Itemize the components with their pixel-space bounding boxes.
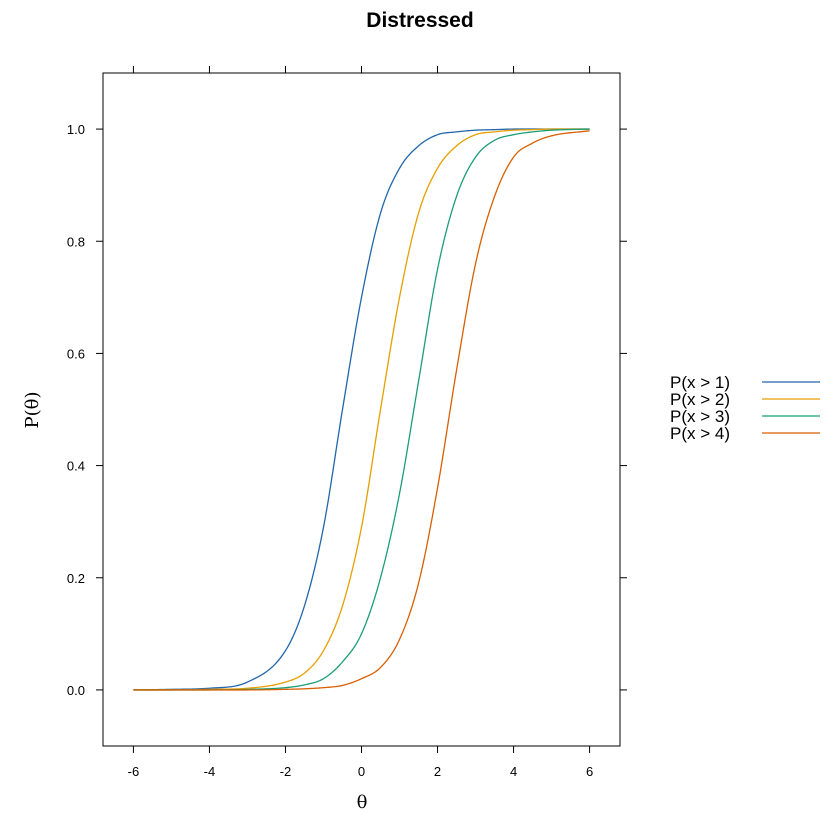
y-tick-label: 0.0 [67,683,85,698]
x-tick-label: -4 [204,764,216,779]
y-tick-label: 1.0 [67,122,85,137]
y-axis-label: P(θ) [22,392,43,429]
legend-label: P(x > 1) [670,373,730,392]
x-axis-ticks: -6 -4 -2 0 2 4 6 [128,66,593,779]
y-tick-label: 0.8 [67,234,85,249]
chart-title: Distressed [366,9,473,32]
series-line-3 [133,128,590,691]
y-tick-label: 0.2 [67,571,85,586]
series-lines [133,128,590,691]
legend-label: P(x > 4) [670,424,730,443]
x-tick-label: 4 [510,764,517,779]
y-axis-ticks: 0.0 0.2 0.4 0.6 0.8 1.0 [67,122,627,698]
y-tick-label: 0.6 [67,346,85,361]
x-axis-label: θ [357,792,368,813]
y-tick-label: 0.4 [67,459,85,474]
x-tick-label: 2 [434,764,441,779]
legend-label: P(x > 3) [670,407,730,426]
series-line-4 [133,130,590,691]
legend: P(x > 1)P(x > 2)P(x > 3)P(x > 4) [670,373,820,443]
legend-label: P(x > 2) [670,390,730,409]
x-tick-label: -6 [128,764,140,779]
x-tick-label: 6 [586,764,593,779]
x-tick-label: 0 [358,764,365,779]
series-line-2 [133,128,590,691]
series-line-1 [133,128,590,691]
plot-area-frame [102,72,621,747]
x-tick-label: -2 [280,764,292,779]
